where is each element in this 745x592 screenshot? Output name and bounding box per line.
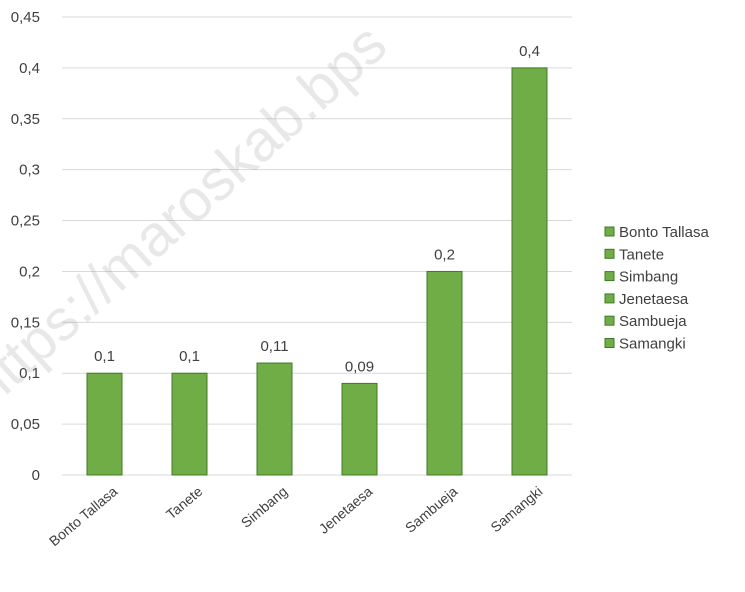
data-labels: 0,1 0,1 0,11 0,09 0,2 0,4 [94, 43, 540, 376]
x-axis-labels: Bonto Tallasa Tanete Simbang Jenetaesa Sambu… [46, 483, 545, 549]
x-tick-label: Bonto Tallasa [46, 483, 121, 549]
gridlines [62, 16, 572, 476]
legend-swatch [604, 293, 615, 304]
x-tick-label: Jenetaesa [316, 483, 376, 537]
legend-entry: Bonto Tallasa [619, 224, 709, 241]
data-label: 0,09 [345, 358, 374, 375]
data-label: 0,2 [434, 246, 455, 263]
data-label: 0,1 [94, 348, 115, 365]
y-tick-label: 0,1 [19, 365, 40, 382]
y-tick-label: 0,25 [11, 213, 40, 230]
legend-swatch [604, 315, 615, 326]
y-tick-label: 0,4 [19, 60, 40, 77]
legend-entry: Jenetaesa [619, 291, 689, 308]
y-tick-label: 0,05 [11, 416, 40, 433]
y-tick-label: 0,15 [11, 314, 40, 331]
legend-entry: Tanete [619, 246, 664, 263]
legend-swatch [604, 338, 615, 348]
y-tick-label: 0,2 [19, 263, 40, 280]
legend: Bonto Tallasa Tanete Simbang Jenetaesa Sambu… [604, 224, 709, 353]
data-label: 0,11 [260, 338, 288, 355]
legend-swatch [604, 271, 615, 282]
legend-entry: Sambueja [619, 313, 687, 330]
data-label: 0,1 [179, 348, 200, 365]
bar [511, 67, 548, 476]
x-tick-label: Tanete [163, 483, 206, 522]
bar [86, 372, 123, 476]
data-label: 0,4 [519, 43, 540, 60]
bar [426, 270, 463, 476]
y-axis-ticks: 0 0,05 0,1 0,15 0,2 0,25 0,3 0,35 0,4 0,45 [11, 9, 40, 484]
legend-entry: Samangki [619, 336, 686, 353]
y-tick-label: 0,45 [11, 9, 40, 26]
bars [86, 67, 548, 476]
y-tick-label: 0,3 [19, 162, 40, 179]
bar [341, 382, 378, 476]
bar [171, 372, 208, 476]
y-tick-label: 0,35 [11, 111, 40, 128]
x-tick-label: Sambueja [402, 483, 461, 536]
x-tick-label: Simbang [238, 483, 291, 531]
legend-swatch [604, 248, 615, 259]
y-tick-label: 0 [32, 467, 40, 484]
bar [256, 362, 293, 476]
legend-entry: Simbang [619, 269, 678, 286]
x-tick-label: Samangki [487, 483, 545, 535]
legend-swatch [604, 226, 615, 237]
